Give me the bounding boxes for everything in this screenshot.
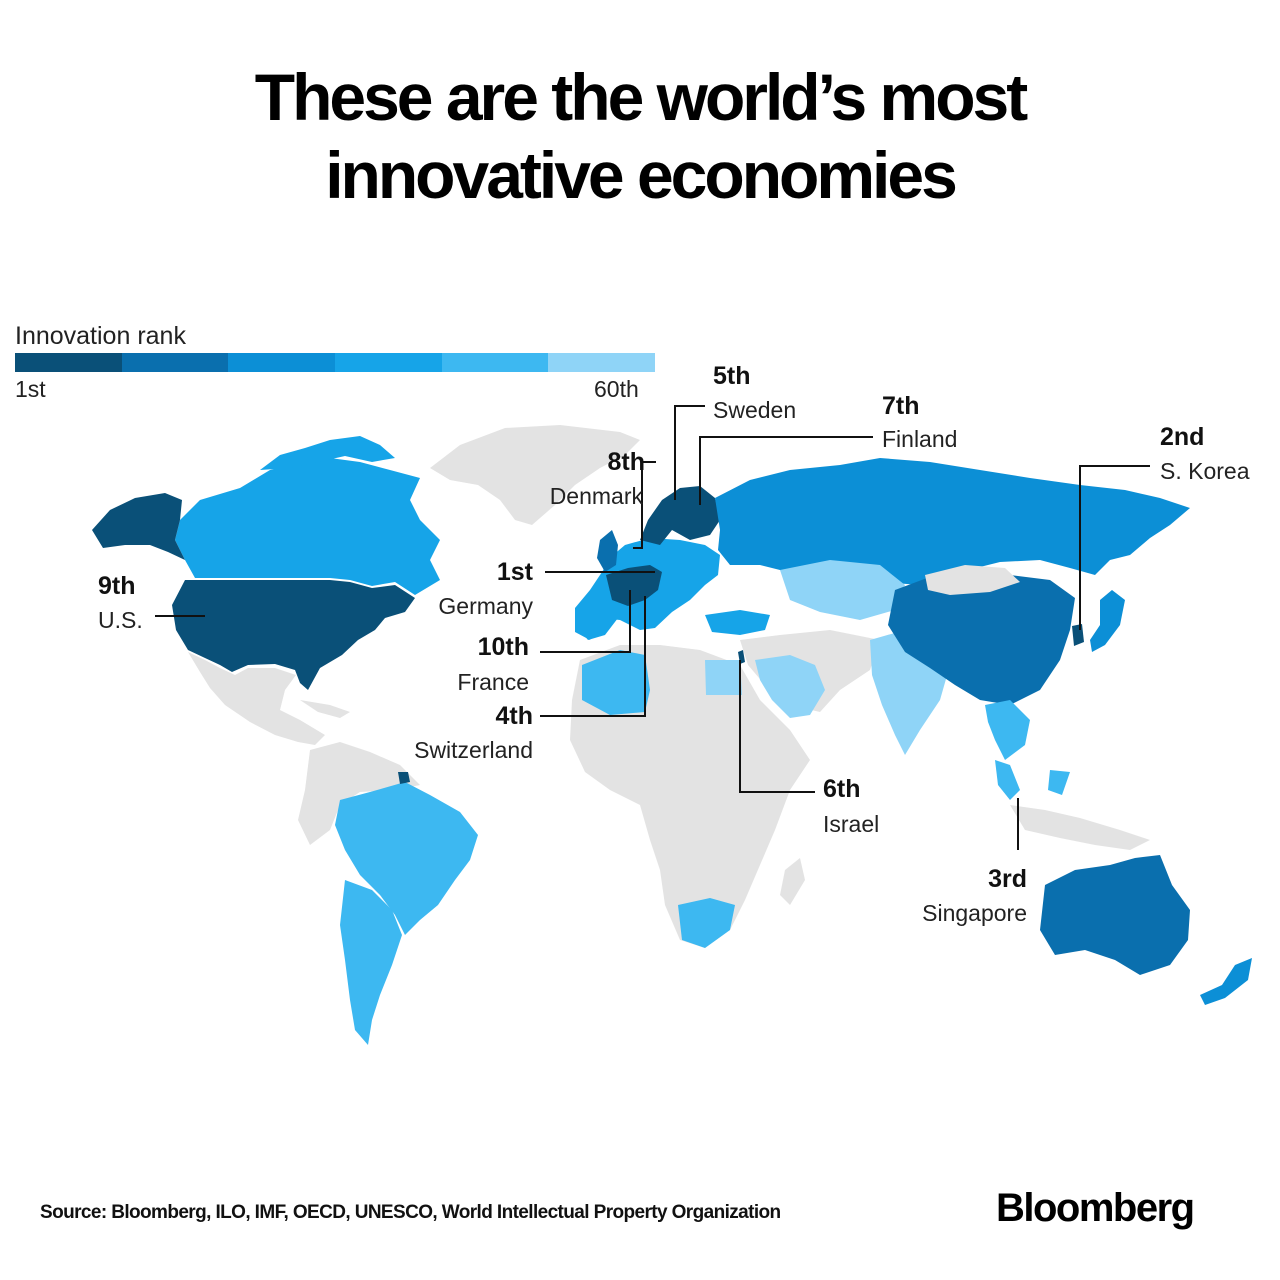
- leader-line-6th: [739, 660, 815, 793]
- callout-rank-2nd: 2nd: [1160, 423, 1204, 451]
- legend-title: Innovation rank: [15, 322, 186, 350]
- leader-line-4th: [540, 596, 646, 717]
- china-land: [888, 570, 1075, 705]
- callout-rank-1st: 1st: [497, 558, 534, 586]
- callout-country-denmark: Denmark: [550, 483, 644, 509]
- bloomberg-logo: Bloomberg: [996, 1186, 1195, 1230]
- callout-country-germany: Germany: [438, 593, 533, 619]
- source-note: Source: Bloomberg, ILO, IMF, OECD, UNESC…: [40, 1202, 781, 1223]
- leader-line-2nd: [1079, 465, 1150, 630]
- new-zealand-land: [1200, 958, 1252, 1005]
- algeria-morocco-land: [582, 650, 650, 715]
- callout-country-switzerland: Switzerland: [414, 737, 533, 763]
- callout-rank-3rd: 3rd: [988, 865, 1027, 893]
- legend-swatch-3: [228, 353, 336, 372]
- russia-land: [715, 458, 1190, 585]
- callout-country-france: France: [457, 669, 529, 695]
- japan-land: [1090, 590, 1125, 652]
- callout-country-sweden: Sweden: [713, 397, 796, 423]
- usa-land: [172, 580, 415, 690]
- callout-rank-4th: 4th: [496, 702, 534, 730]
- south-africa-land: [678, 898, 735, 948]
- africa-land: [570, 645, 810, 948]
- callout-rank-6th: 6th: [823, 775, 861, 803]
- australia-land: [1040, 855, 1190, 975]
- greenland-land: [430, 425, 640, 525]
- germany-france-land: [606, 565, 662, 606]
- callout-country-singapore: Singapore: [922, 900, 1027, 926]
- canada-islands: [260, 436, 395, 470]
- callout-country-us: U.S.: [98, 607, 143, 633]
- legend-swatch-1: [15, 353, 122, 372]
- callout-rank-8th: 8th: [608, 448, 646, 476]
- brazil-land: [335, 782, 478, 935]
- legend-swatch-4: [335, 353, 442, 372]
- central-asia-land: [780, 560, 905, 620]
- french-guiana-land: [398, 772, 410, 784]
- callout-rank-10th: 10th: [478, 633, 529, 661]
- callout-rank-9th: 9th: [98, 572, 136, 600]
- headline-line-1: These are the world’s most: [254, 60, 1028, 134]
- headline-line-2: innovative economies: [325, 138, 958, 212]
- egypt-land: [705, 660, 742, 695]
- scandinavia-land: [640, 486, 720, 545]
- callout-rank-7th: 7th: [882, 392, 920, 420]
- uk-land: [597, 530, 618, 572]
- legend-swatch-2: [121, 353, 229, 372]
- alaska-land: [92, 493, 185, 560]
- legend-swatch-5: [441, 353, 549, 372]
- caribbean-land: [300, 700, 350, 718]
- leader-line-10th: [540, 590, 631, 653]
- leader-line-7th: [699, 436, 873, 505]
- philippines-land: [1048, 770, 1070, 795]
- mongolia-land: [925, 565, 1020, 595]
- headline: These are the world’s most innovative ec…: [0, 58, 1280, 214]
- callout-country-israel: Israel: [823, 811, 879, 837]
- canada-land: [175, 458, 440, 595]
- legend-max-label: 60th: [594, 376, 639, 402]
- callout-country-finland: Finland: [882, 426, 957, 452]
- south-korea-land: [1072, 624, 1084, 646]
- legend-swatch-6: [548, 353, 656, 372]
- callout-rank-5th: 5th: [713, 362, 751, 390]
- legend-color-scale: [15, 353, 656, 372]
- leader-line-8th: [633, 461, 656, 549]
- mexico-central-america-land: [188, 652, 325, 745]
- legend-min-label: 1st: [15, 376, 46, 402]
- madagascar-land: [780, 858, 805, 905]
- iberia-land: [578, 600, 618, 640]
- argentina-chile-land: [340, 880, 402, 1045]
- turkey-land: [705, 610, 770, 635]
- southeast-asia-land: [985, 700, 1030, 760]
- saudi-arabia-land: [755, 655, 825, 718]
- leader-line-5th: [674, 405, 705, 500]
- callout-country-s-korea: S. Korea: [1160, 458, 1250, 484]
- indonesia-land: [1010, 805, 1150, 850]
- malaysia-land: [995, 760, 1020, 800]
- south-america-north-land: [298, 742, 420, 845]
